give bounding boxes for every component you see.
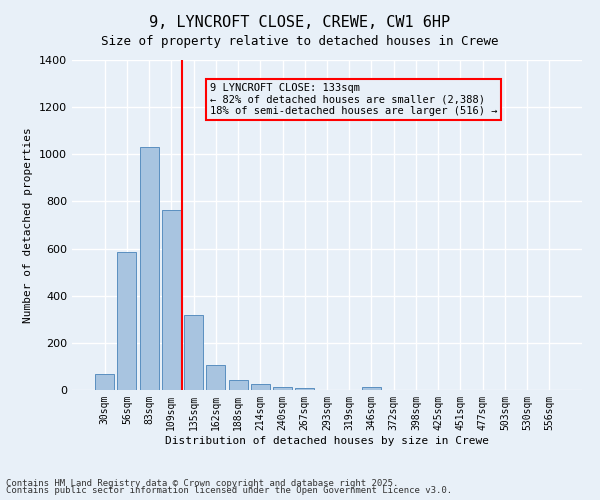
- Y-axis label: Number of detached properties: Number of detached properties: [23, 127, 34, 323]
- Bar: [295, 388, 314, 390]
- Bar: [118, 252, 136, 390]
- Text: 9, LYNCROFT CLOSE, CREWE, CW1 6HP: 9, LYNCROFT CLOSE, CREWE, CW1 6HP: [149, 15, 451, 30]
- Bar: [362, 386, 381, 390]
- X-axis label: Distribution of detached houses by size in Crewe: Distribution of detached houses by size …: [165, 436, 489, 446]
- Bar: [229, 380, 248, 390]
- Bar: [251, 384, 270, 390]
- Bar: [95, 374, 114, 390]
- Text: Contains public sector information licensed under the Open Government Licence v3: Contains public sector information licen…: [6, 486, 452, 495]
- Bar: [162, 210, 181, 390]
- Bar: [206, 365, 225, 390]
- Text: 9 LYNCROFT CLOSE: 133sqm
← 82% of detached houses are smaller (2,388)
18% of sem: 9 LYNCROFT CLOSE: 133sqm ← 82% of detach…: [210, 83, 497, 116]
- Bar: [140, 147, 158, 390]
- Text: Contains HM Land Registry data © Crown copyright and database right 2025.: Contains HM Land Registry data © Crown c…: [6, 478, 398, 488]
- Bar: [184, 314, 203, 390]
- Text: Size of property relative to detached houses in Crewe: Size of property relative to detached ho…: [101, 35, 499, 48]
- Bar: [273, 387, 292, 390]
